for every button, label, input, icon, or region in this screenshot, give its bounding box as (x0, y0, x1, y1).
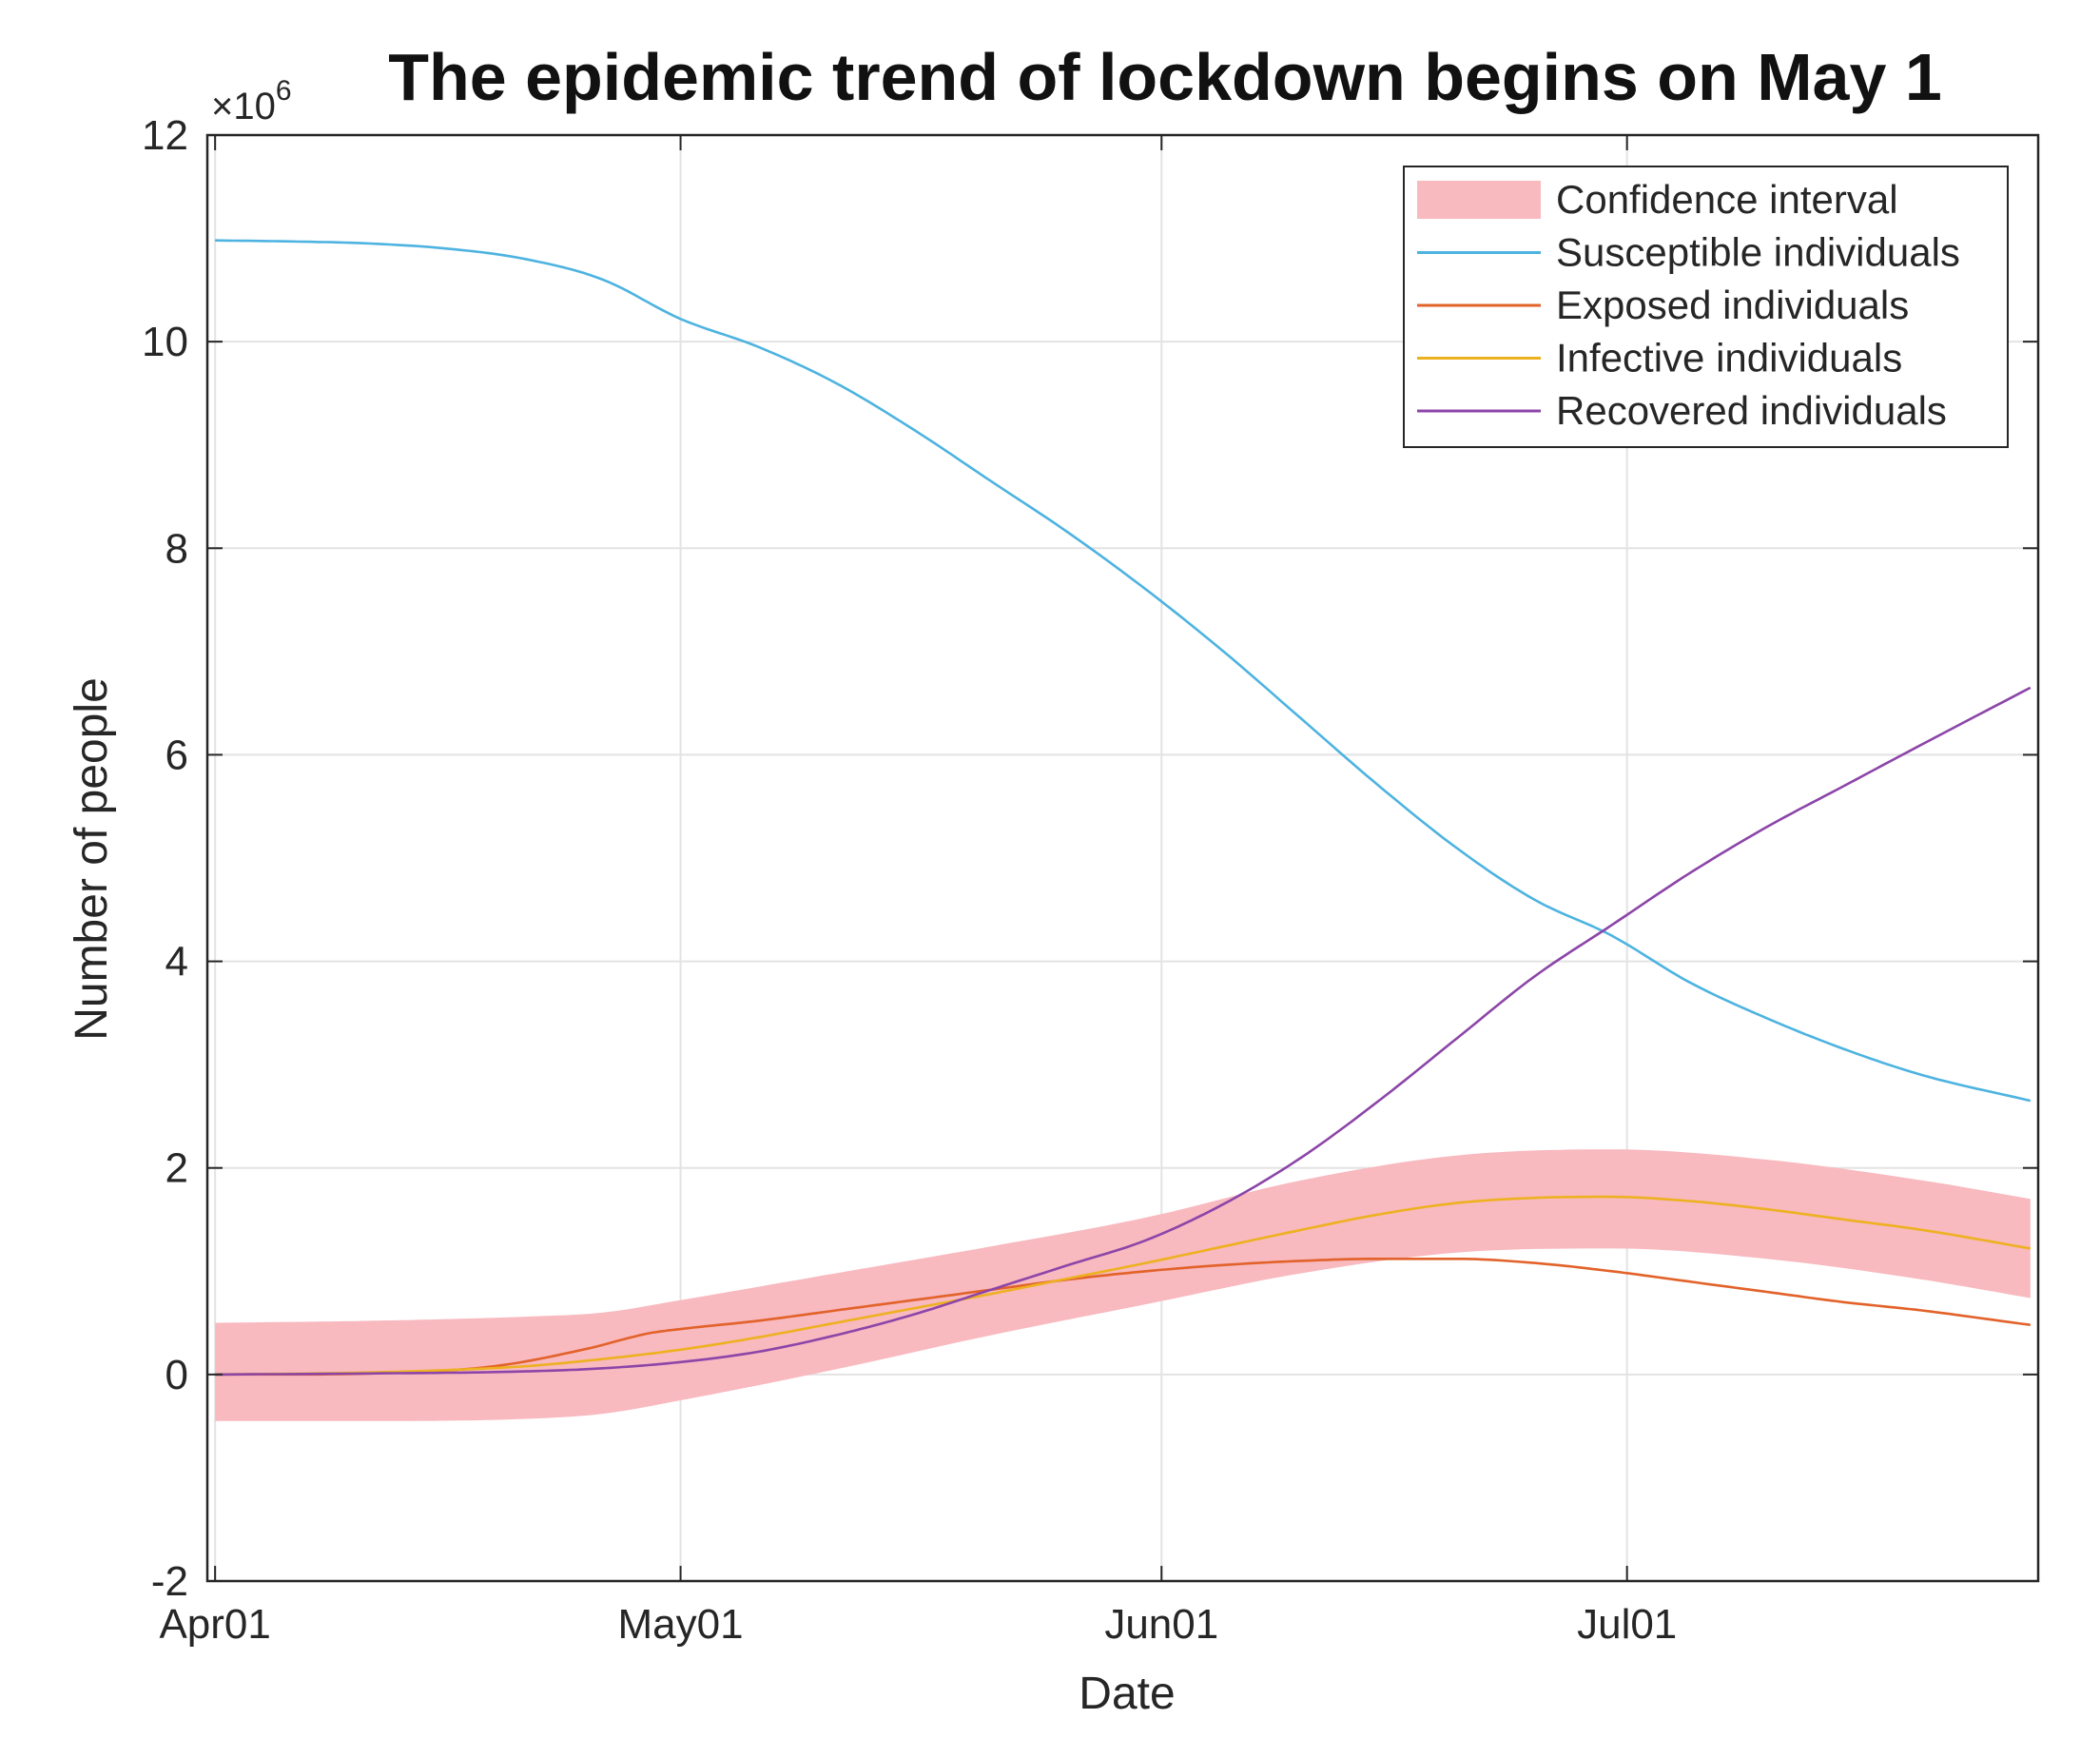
y-tick-label-8: 8 (165, 525, 188, 572)
x-tick-label-Jun01: Jun01 (1104, 1601, 1218, 1648)
chart-title: The epidemic trend of lockdown begins on… (388, 40, 1942, 114)
x-tick-label-May01: May01 (618, 1601, 744, 1648)
confidence-interval-band (215, 1149, 2031, 1421)
x-tick-label-Apr01: Apr01 (159, 1601, 270, 1648)
y-axis-label: Number of people (67, 677, 117, 1041)
plot-area-frame (205, 133, 2040, 1583)
confidence-band-layer (215, 1149, 2031, 1421)
y-tick-labels: -2 0 2 4 6 8 10 12 (142, 112, 188, 1605)
y-multiplier-exponent: 6 (276, 75, 292, 107)
y-tick-label--2: -2 (151, 1558, 188, 1605)
y-tick-label-2: 2 (165, 1145, 188, 1192)
infective-individuals-line (215, 1195, 2032, 1377)
legend-label-susceptible-individuals: Susceptible individuals (1556, 230, 1960, 275)
y-multiplier-base: ×10 (211, 86, 276, 127)
legend-label-recovered-individuals: Recovered individuals (1556, 388, 1947, 433)
legend-label-exposed-individuals: Exposed individuals (1556, 283, 1909, 327)
y-tick-label-12: 12 (142, 112, 188, 159)
legend-label-infective-individuals: Infective individuals (1556, 336, 1902, 381)
x-tick-label-Jul01: Jul01 (1577, 1601, 1677, 1648)
exposed-individuals-line (215, 1258, 2031, 1377)
legend: Confidence interval Susceptible individua… (1403, 166, 2009, 448)
y-multiplier: ×106 (211, 75, 292, 127)
series-lines (215, 239, 2032, 1377)
x-axis-label: Date (1079, 1669, 1175, 1719)
tick-marks (207, 134, 2038, 1582)
y-tick-label-10: 10 (142, 319, 188, 365)
susceptible-individuals-line (215, 239, 2032, 1103)
y-tick-label-6: 6 (165, 732, 188, 778)
x-tick-labels: Apr01 May01 Jun01 Jul01 (159, 1601, 1677, 1648)
y-tick-label-0: 0 (165, 1352, 188, 1398)
legend-label-confidence-interval: Confidence interval (1556, 177, 1898, 222)
y-tick-label-4: 4 (165, 939, 188, 986)
recovered-individuals-line (215, 686, 2032, 1377)
legend-swatch-confidence-interval (1417, 181, 1541, 219)
